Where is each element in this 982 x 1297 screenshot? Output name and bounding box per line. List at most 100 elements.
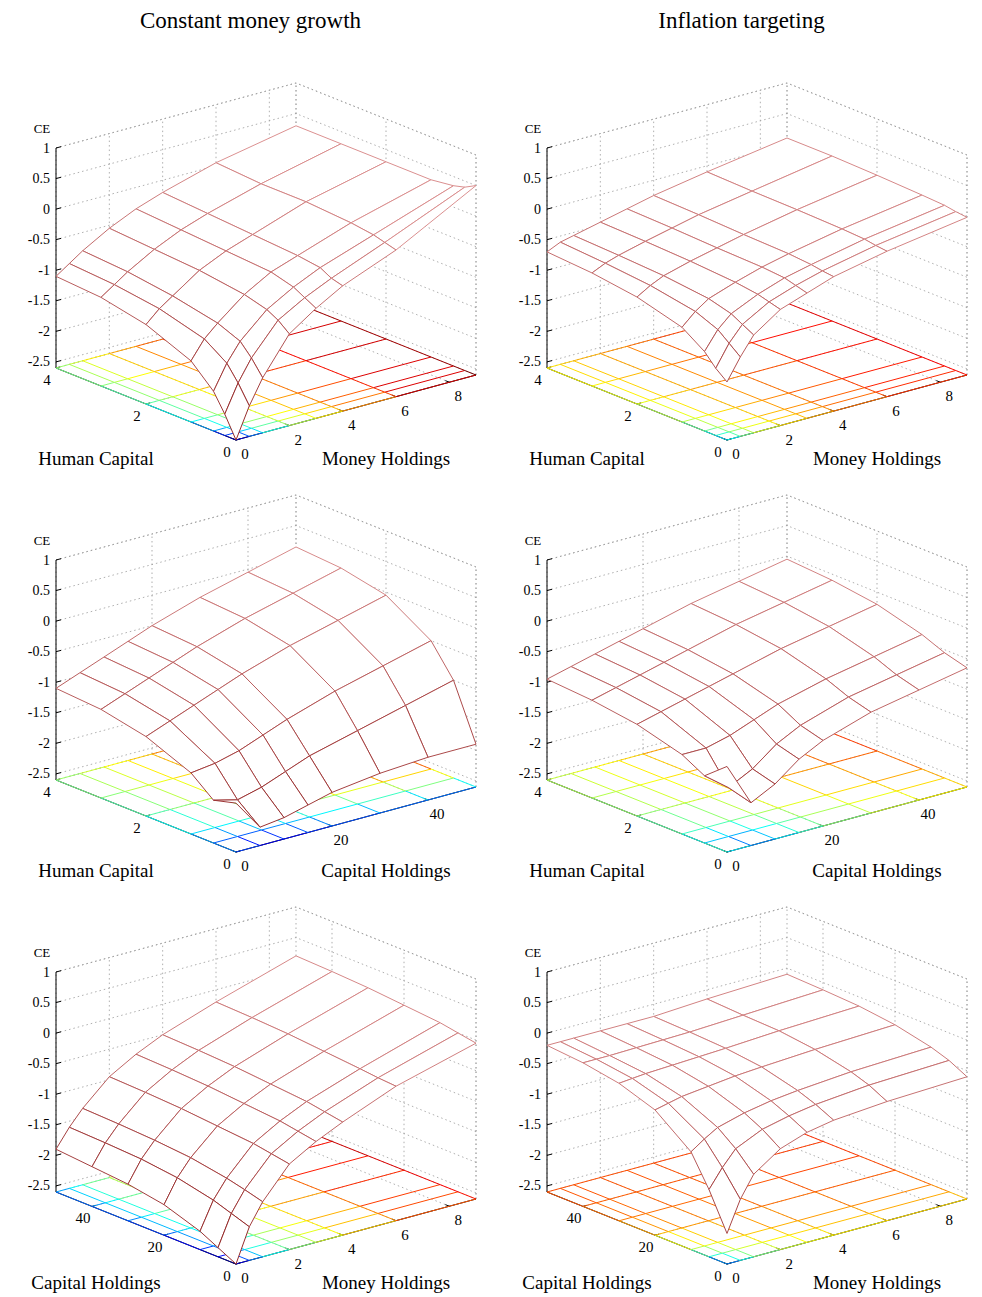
svg-text:20: 20	[148, 1239, 163, 1255]
svg-text:40: 40	[76, 1210, 91, 1226]
svg-text:-1: -1	[529, 675, 541, 690]
svg-text:6: 6	[401, 403, 409, 419]
svg-text:4: 4	[348, 417, 356, 433]
svg-text:6: 6	[892, 1227, 900, 1243]
svg-text:-0.5: -0.5	[28, 232, 50, 247]
svg-text:8: 8	[946, 1212, 954, 1228]
svg-text:2: 2	[786, 1256, 794, 1272]
svg-text:-2.5: -2.5	[519, 766, 541, 781]
svg-text:CE: CE	[34, 533, 51, 548]
svg-text:-2.5: -2.5	[519, 354, 541, 369]
svg-text:0: 0	[43, 202, 50, 217]
svg-text:-2: -2	[38, 324, 50, 339]
svg-text:0: 0	[223, 444, 231, 460]
svg-text:4: 4	[839, 417, 847, 433]
svg-text:Money Holdings: Money Holdings	[322, 1272, 450, 1293]
svg-text:20: 20	[334, 832, 349, 848]
svg-text:2: 2	[624, 820, 632, 836]
svg-text:Money Holdings: Money Holdings	[813, 448, 941, 469]
svg-text:Human Capital: Human Capital	[38, 448, 154, 469]
svg-text:-0.5: -0.5	[519, 1056, 541, 1071]
svg-text:Constant money growth: Constant money growth	[140, 8, 362, 33]
svg-text:-2: -2	[529, 736, 541, 751]
svg-text:0: 0	[43, 1026, 50, 1041]
svg-text:0: 0	[241, 446, 249, 462]
svg-text:Human Capital: Human Capital	[529, 860, 645, 881]
svg-text:Money Holdings: Money Holdings	[322, 448, 450, 469]
svg-text:0: 0	[43, 614, 50, 629]
svg-text:Human Capital: Human Capital	[529, 448, 645, 469]
svg-text:4: 4	[348, 1241, 356, 1257]
svg-text:4: 4	[839, 1241, 847, 1257]
svg-text:2: 2	[624, 408, 632, 424]
svg-text:0: 0	[714, 1268, 722, 1284]
svg-text:6: 6	[401, 1227, 409, 1243]
svg-text:0: 0	[223, 1268, 231, 1284]
svg-text:-2: -2	[38, 1148, 50, 1163]
svg-text:0.5: 0.5	[524, 995, 542, 1010]
svg-text:0.5: 0.5	[524, 171, 542, 186]
svg-text:0: 0	[223, 856, 231, 872]
svg-text:-0.5: -0.5	[28, 1056, 50, 1071]
svg-text:0.5: 0.5	[33, 171, 51, 186]
svg-text:-1.5: -1.5	[519, 293, 541, 308]
svg-text:4: 4	[534, 372, 542, 388]
svg-text:Capital Holdings: Capital Holdings	[812, 860, 941, 881]
svg-text:2: 2	[295, 432, 303, 448]
svg-text:0: 0	[534, 202, 541, 217]
svg-text:1: 1	[43, 553, 50, 568]
svg-text:0: 0	[732, 1270, 740, 1286]
svg-text:CE: CE	[34, 121, 51, 136]
svg-text:8: 8	[455, 388, 463, 404]
svg-text:40: 40	[921, 806, 936, 822]
svg-text:40: 40	[430, 806, 445, 822]
svg-text:4: 4	[43, 372, 51, 388]
svg-text:-2: -2	[529, 324, 541, 339]
svg-text:0: 0	[714, 444, 722, 460]
svg-text:1: 1	[43, 965, 50, 980]
svg-text:4: 4	[43, 784, 51, 800]
svg-text:-1.5: -1.5	[28, 705, 50, 720]
svg-text:2: 2	[133, 408, 141, 424]
svg-text:1: 1	[534, 141, 541, 156]
svg-text:1: 1	[534, 965, 541, 980]
svg-text:8: 8	[455, 1212, 463, 1228]
svg-text:Capital Holdings: Capital Holdings	[522, 1272, 651, 1293]
svg-text:0: 0	[534, 1026, 541, 1041]
svg-text:2: 2	[295, 1256, 303, 1272]
svg-text:8: 8	[946, 388, 954, 404]
svg-text:Human Capital: Human Capital	[38, 860, 154, 881]
svg-text:-1.5: -1.5	[28, 293, 50, 308]
svg-text:-1: -1	[529, 263, 541, 278]
svg-text:-1: -1	[38, 1087, 50, 1102]
svg-text:-1.5: -1.5	[519, 705, 541, 720]
svg-text:0.5: 0.5	[524, 583, 542, 598]
svg-text:0: 0	[534, 614, 541, 629]
svg-text:-2: -2	[529, 1148, 541, 1163]
svg-text:-0.5: -0.5	[519, 232, 541, 247]
svg-text:-1: -1	[529, 1087, 541, 1102]
svg-text:-1: -1	[38, 263, 50, 278]
svg-text:0: 0	[732, 858, 740, 874]
svg-text:0: 0	[241, 858, 249, 874]
svg-text:20: 20	[639, 1239, 654, 1255]
svg-text:-1.5: -1.5	[519, 1117, 541, 1132]
svg-text:CE: CE	[525, 121, 542, 136]
svg-text:40: 40	[567, 1210, 582, 1226]
svg-text:CE: CE	[525, 945, 542, 960]
svg-text:4: 4	[534, 784, 542, 800]
svg-text:Capital Holdings: Capital Holdings	[321, 860, 450, 881]
svg-text:CE: CE	[525, 533, 542, 548]
svg-text:Inflation targeting: Inflation targeting	[658, 8, 825, 33]
svg-text:2: 2	[786, 432, 794, 448]
svg-text:20: 20	[825, 832, 840, 848]
svg-text:1: 1	[43, 141, 50, 156]
svg-text:-2.5: -2.5	[28, 354, 50, 369]
svg-text:0: 0	[714, 856, 722, 872]
svg-text:-1: -1	[38, 675, 50, 690]
svg-text:-1.5: -1.5	[28, 1117, 50, 1132]
svg-text:6: 6	[892, 403, 900, 419]
svg-text:Capital Holdings: Capital Holdings	[31, 1272, 160, 1293]
svg-text:1: 1	[534, 553, 541, 568]
svg-text:-0.5: -0.5	[28, 644, 50, 659]
